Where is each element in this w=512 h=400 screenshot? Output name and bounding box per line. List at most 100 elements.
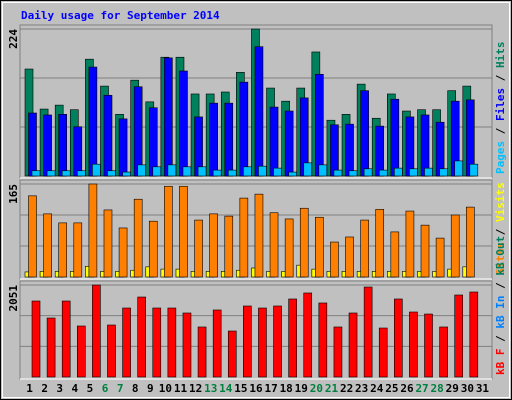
bar (28, 195, 37, 278)
x-tick-label: 9 (147, 382, 154, 395)
panel (19, 280, 493, 380)
bar (88, 66, 98, 177)
bar (148, 107, 158, 177)
bar (254, 46, 264, 177)
bar (61, 170, 71, 177)
legend-separator: / (494, 222, 507, 242)
bar (330, 241, 339, 278)
bar (46, 170, 56, 177)
x-tick-label: 6 (102, 382, 109, 395)
bar (424, 167, 433, 177)
legend-entry: Hits (494, 42, 507, 69)
bar (420, 114, 430, 177)
bar (167, 307, 177, 378)
bar (450, 214, 460, 278)
x-tick-label: 5 (87, 382, 94, 395)
bar (466, 206, 475, 278)
bar (31, 170, 41, 177)
bar (439, 168, 448, 177)
bar (76, 170, 86, 177)
bar (152, 166, 162, 177)
x-tick-label: 3 (56, 382, 63, 395)
x-tick-label: 12 (189, 382, 202, 395)
x-tick-label: 21 (325, 382, 339, 395)
bar (378, 327, 388, 378)
bar (239, 81, 249, 177)
bar (133, 198, 143, 278)
bar (31, 300, 41, 378)
bar (405, 210, 415, 278)
legend-entry: kB F (494, 349, 507, 376)
x-tick-label: 15 (234, 382, 247, 395)
legend: kB F / kB In / kB Out (494, 236, 507, 375)
bar (148, 220, 158, 278)
x-tick-label: 1 (26, 382, 33, 395)
x-tick-label: 10 (159, 382, 172, 395)
bar (424, 313, 433, 378)
x-tick-label: 18 (280, 382, 293, 395)
bar (179, 185, 188, 278)
bar (360, 219, 369, 278)
bar (73, 126, 83, 177)
bar (209, 213, 218, 278)
x-tick-label: 13 (204, 382, 217, 395)
bar (469, 291, 479, 378)
bar (224, 215, 234, 278)
bar (360, 90, 369, 177)
bar (303, 292, 313, 378)
bar (76, 325, 86, 378)
bar (303, 162, 313, 177)
bar (179, 70, 188, 177)
bar (239, 197, 249, 278)
y-tick-label: 2051 (7, 285, 20, 312)
bar (269, 106, 279, 177)
bar (288, 171, 297, 177)
x-tick-label: 4 (72, 382, 79, 395)
bar (469, 163, 479, 177)
bar (209, 102, 218, 177)
bar (363, 168, 373, 177)
bar (394, 167, 403, 177)
x-tick-label: 7 (117, 382, 124, 395)
bar (375, 125, 385, 177)
bar (345, 236, 354, 278)
x-tick-label: 8 (132, 382, 139, 395)
bar (348, 312, 358, 378)
bar (103, 94, 113, 177)
bar (299, 207, 309, 278)
bar (269, 212, 279, 278)
bar (152, 307, 162, 378)
bar (435, 121, 445, 177)
x-tick-label: 14 (219, 382, 233, 395)
legend-entry: Sites (494, 242, 507, 275)
bar (182, 166, 192, 177)
bar (58, 114, 67, 177)
bar (167, 164, 177, 177)
bar (92, 163, 101, 177)
bar (212, 169, 222, 177)
bar (409, 311, 418, 378)
legend-entry: Pages (494, 141, 507, 174)
bar (92, 284, 101, 378)
legend-entry: kB In (494, 296, 507, 329)
bar (273, 167, 282, 177)
bar (118, 118, 128, 177)
bar (43, 114, 52, 177)
y-tick-label: 224 (7, 29, 20, 49)
bar (61, 300, 71, 378)
bar (390, 231, 400, 278)
legend-entry: Visits (494, 182, 507, 222)
bar (137, 296, 146, 378)
bar (315, 216, 324, 278)
bar (318, 164, 328, 177)
legend-separator: / (494, 276, 507, 296)
legend-entry: Files (494, 88, 507, 121)
x-tick-label: 22 (340, 382, 353, 395)
bar (348, 170, 358, 177)
bar (258, 307, 267, 378)
bar (284, 218, 294, 278)
bar (58, 222, 67, 278)
bar (88, 183, 98, 278)
